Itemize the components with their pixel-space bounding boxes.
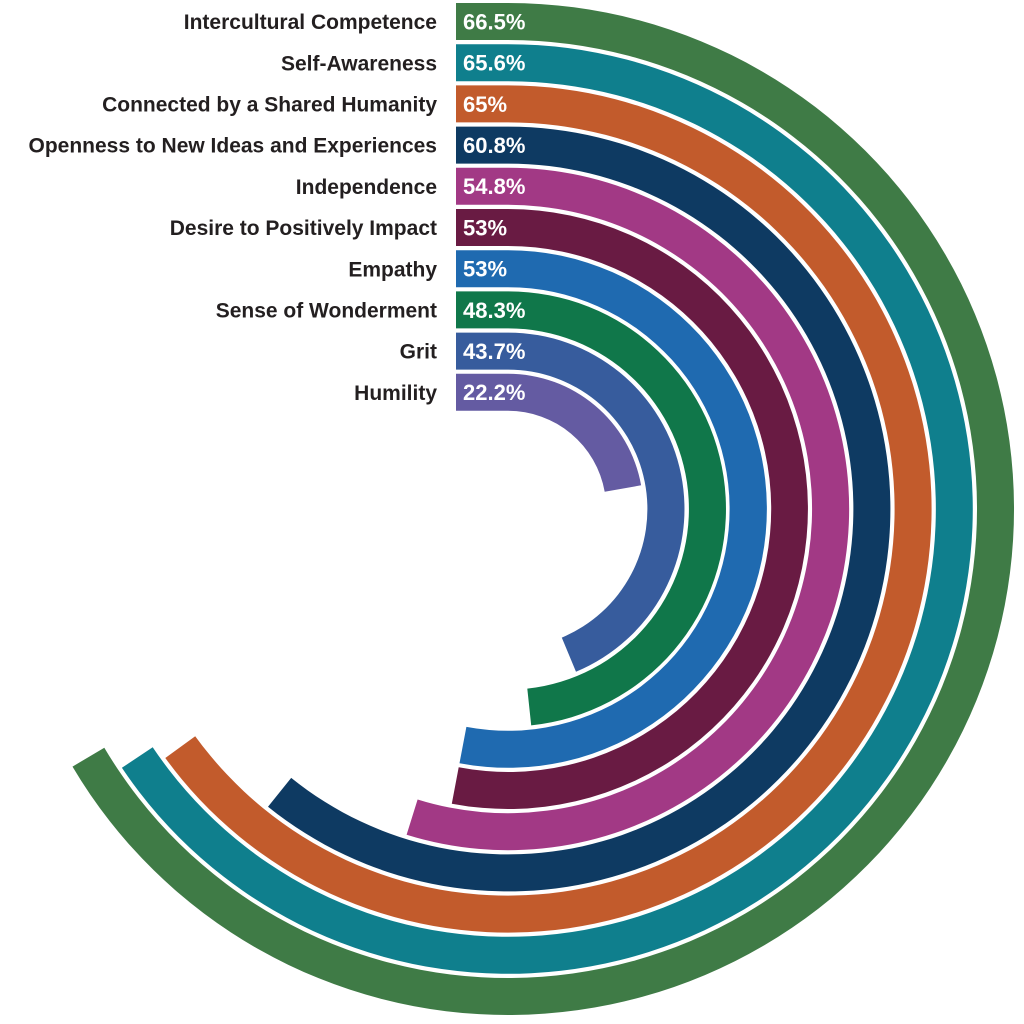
category-label-empathy: Empathy: [348, 258, 437, 281]
category-label-grit: Grit: [400, 341, 437, 364]
category-label-intercultural-competence: Intercultural Competence: [184, 11, 437, 34]
category-label-openness-to-new-ideas-and-experiences: Openness to New Ideas and Experiences: [29, 135, 438, 158]
category-label-self-awareness: Self-Awareness: [281, 52, 437, 75]
value-label-connected-by-a-shared-humanity: 65%: [463, 92, 507, 117]
chart-arc-humility: [456, 373, 642, 492]
value-label-sense-of-wonderment: 48.3%: [463, 298, 525, 323]
value-label-desire-to-positively-impact: 53%: [463, 215, 507, 240]
value-label-grit: 43.7%: [463, 339, 525, 364]
category-label-humility: Humility: [354, 382, 437, 405]
value-label-humility: 22.2%: [463, 380, 525, 405]
category-label-independence: Independence: [296, 176, 437, 199]
chart-arc-sense-of-wonderment: [456, 291, 726, 726]
chart-arc-grit: [456, 332, 685, 672]
value-label-self-awareness: 65.6%: [463, 51, 525, 76]
chart-arc-empathy: [456, 250, 767, 768]
value-label-openness-to-new-ideas-and-experiences: 60.8%: [463, 133, 525, 158]
value-label-intercultural-competence: 66.5%: [463, 9, 525, 34]
category-label-desire-to-positively-impact: Desire to Positively Impact: [170, 217, 437, 240]
category-label-connected-by-a-shared-humanity: Connected by a Shared Humanity: [102, 93, 437, 116]
category-label-sense-of-wonderment: Sense of Wonderment: [216, 299, 437, 322]
value-label-independence: 54.8%: [463, 174, 525, 199]
value-label-empathy: 53%: [463, 257, 507, 282]
chart-arc-openness-to-new-ideas-and-experiences: [268, 126, 891, 892]
